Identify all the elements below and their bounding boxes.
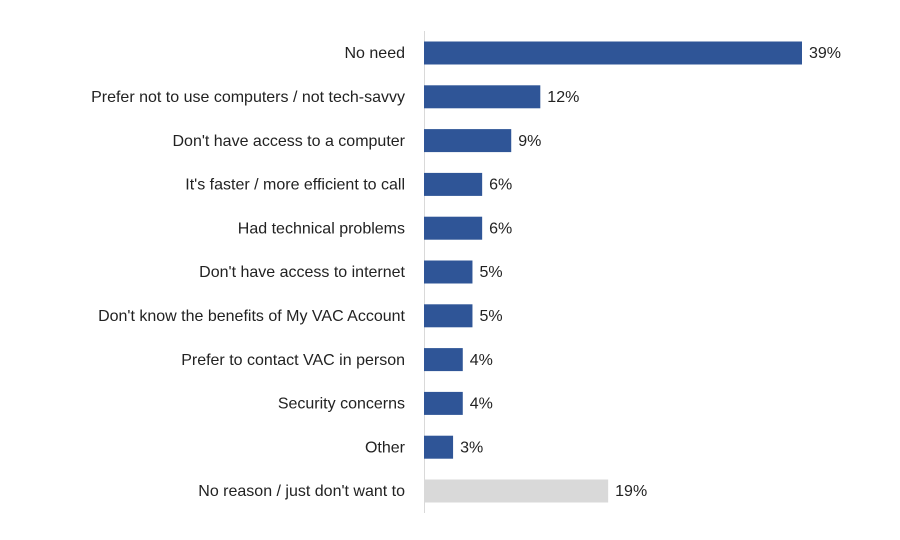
value-label: 39%: [809, 45, 841, 62]
value-label: 5%: [479, 308, 502, 325]
bar: [424, 391, 463, 415]
bar: [424, 435, 454, 459]
value-label: 4%: [470, 352, 493, 369]
bar: [424, 304, 473, 328]
category-label: It's faster / more efficient to call: [185, 177, 405, 194]
value-label: 6%: [489, 220, 512, 237]
bar: [424, 479, 609, 503]
category-label: Don't have access to a computer: [172, 133, 405, 150]
category-label: Prefer not to use computers / not tech-s…: [91, 89, 405, 106]
category-label: Don't know the benefits of My VAC Accoun…: [98, 308, 405, 325]
category-label: Prefer to contact VAC in person: [181, 352, 405, 369]
value-label: 6%: [489, 177, 512, 194]
category-label: Security concerns: [278, 396, 405, 413]
category-label: No reason / just don't want to: [198, 483, 405, 500]
value-label: 19%: [615, 483, 647, 500]
bar: [424, 85, 541, 109]
category-label: No need: [345, 45, 406, 62]
value-label: 3%: [460, 439, 483, 456]
bar: [424, 172, 483, 196]
bar: [424, 129, 512, 153]
value-label: 12%: [547, 89, 579, 106]
bar: [424, 41, 802, 65]
bar: [424, 260, 473, 284]
value-label: 4%: [470, 396, 493, 413]
bar: [424, 348, 463, 372]
value-label: 9%: [518, 133, 541, 150]
bar: [424, 216, 483, 240]
category-label: Other: [365, 439, 406, 456]
value-label: 5%: [479, 264, 502, 281]
category-label: Don't have access to internet: [199, 264, 405, 281]
category-label: Had technical problems: [238, 220, 405, 237]
